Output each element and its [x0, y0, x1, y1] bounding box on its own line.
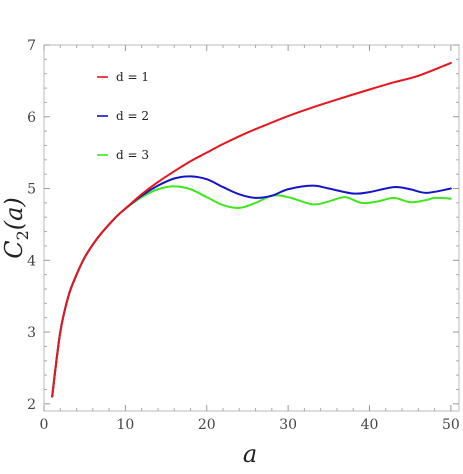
legend-label: d = 2: [116, 109, 149, 123]
y-tick-label: 7: [27, 38, 36, 54]
y-axis-title: C2(a): [0, 197, 32, 259]
y-tick-label: 2: [27, 397, 36, 413]
y-axis-title-subscript: 2: [13, 230, 32, 240]
y-axis-title-main: C: [0, 240, 28, 258]
legend-label: d = 3: [116, 148, 149, 162]
plot-frame: [43, 44, 460, 412]
x-axis-title: a: [243, 440, 257, 468]
y-tick-label: 4: [27, 253, 36, 269]
axis-ticks: 0 10 20 30 40 50 2 3 4 5 6 7: [27, 38, 460, 433]
x-tick-label: 10: [116, 417, 134, 433]
x-tick-label: 30: [279, 417, 297, 433]
y-axis-title-argument: (a): [0, 197, 28, 230]
x-tick-label: 40: [361, 417, 379, 433]
y-tick-label: 3: [27, 325, 36, 341]
x-tick-label: 20: [198, 417, 216, 433]
x-tick-label: 50: [442, 417, 460, 433]
svg-text:C2(a): C2(a): [0, 197, 32, 259]
x-tick-label: 0: [40, 417, 49, 433]
y-tick-label: 6: [27, 110, 36, 126]
series-line-d=1: [51, 61, 452, 398]
legend: d = 1 d = 2 d = 3: [97, 70, 149, 162]
y-tick-label: 5: [27, 182, 36, 198]
legend-label: d = 1: [116, 70, 149, 84]
series-lines: [51, 61, 452, 398]
